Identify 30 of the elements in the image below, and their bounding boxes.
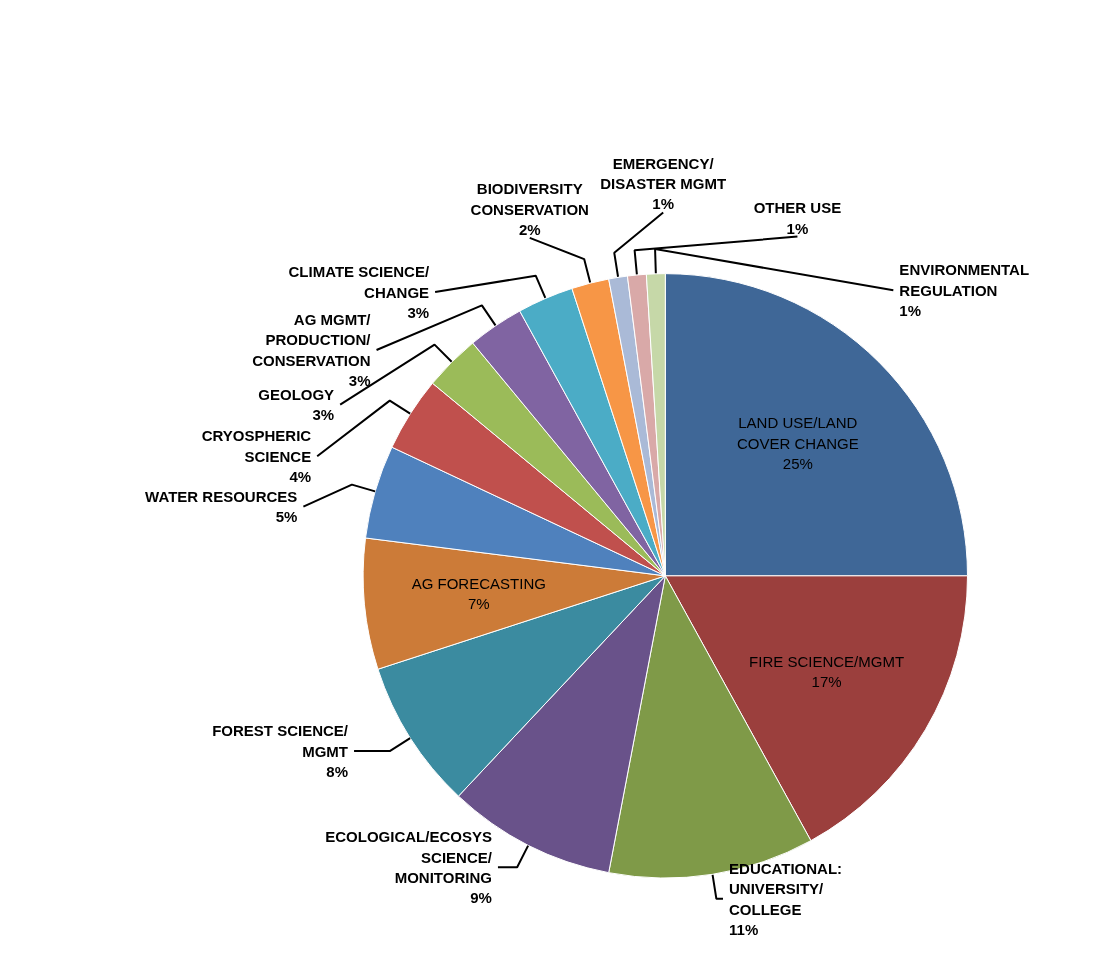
slice-label: BIODIVERSITY CONSERVATION	[470, 180, 589, 218]
slice-label: ECOLOGICAL/ECOSYS SCIENCE/ MONITORING	[325, 828, 493, 886]
data-label: 8%	[326, 762, 348, 780]
data-label: 3%	[312, 406, 335, 424]
data-label: 7%	[467, 595, 490, 613]
data-label: 3%	[348, 372, 371, 390]
slice-label: AG FORECASTING	[411, 574, 546, 592]
slice-label: FIRE SCIENCE/MGMT	[749, 652, 905, 670]
slice-label: GEOLOGY	[258, 385, 335, 403]
slice-label: CLIMATE SCIENCE/CHANGE	[288, 263, 430, 301]
data-label: 9%	[470, 889, 492, 907]
slice-label: CRYOSPHERIC SCIENCE	[201, 427, 312, 465]
data-label: 1%	[786, 219, 809, 237]
data-label: 17%	[811, 673, 842, 691]
data-label: 4%	[289, 468, 312, 486]
slice-label: LAND USE/LAND COVER CHANGE	[736, 414, 859, 452]
data-label: 3%	[407, 303, 430, 321]
data-label: 11%	[729, 920, 759, 938]
data-label: 25%	[782, 454, 813, 472]
data-label: 1%	[899, 302, 922, 320]
slice-label: OTHER USE	[753, 199, 842, 217]
slice-label: FOREST SCIENCE/MGMT	[212, 722, 349, 760]
data-label: 1%	[652, 195, 675, 213]
data-label: 5%	[275, 508, 298, 526]
slice-label: ENVIRONMENTAL REGULATION	[899, 261, 1030, 299]
data-label: 2%	[518, 220, 541, 238]
slice-label: AG MGMT/ PRODUCTION/ CONSERVATION	[252, 310, 372, 369]
slice-label: EDUCATIONAL: UNIVERSITY/ COLLEGE	[729, 859, 843, 918]
slice-label: WATER RESOURCES	[145, 488, 298, 505]
slice-label: EMERGENCY/ DISASTER MGMT	[600, 154, 727, 193]
